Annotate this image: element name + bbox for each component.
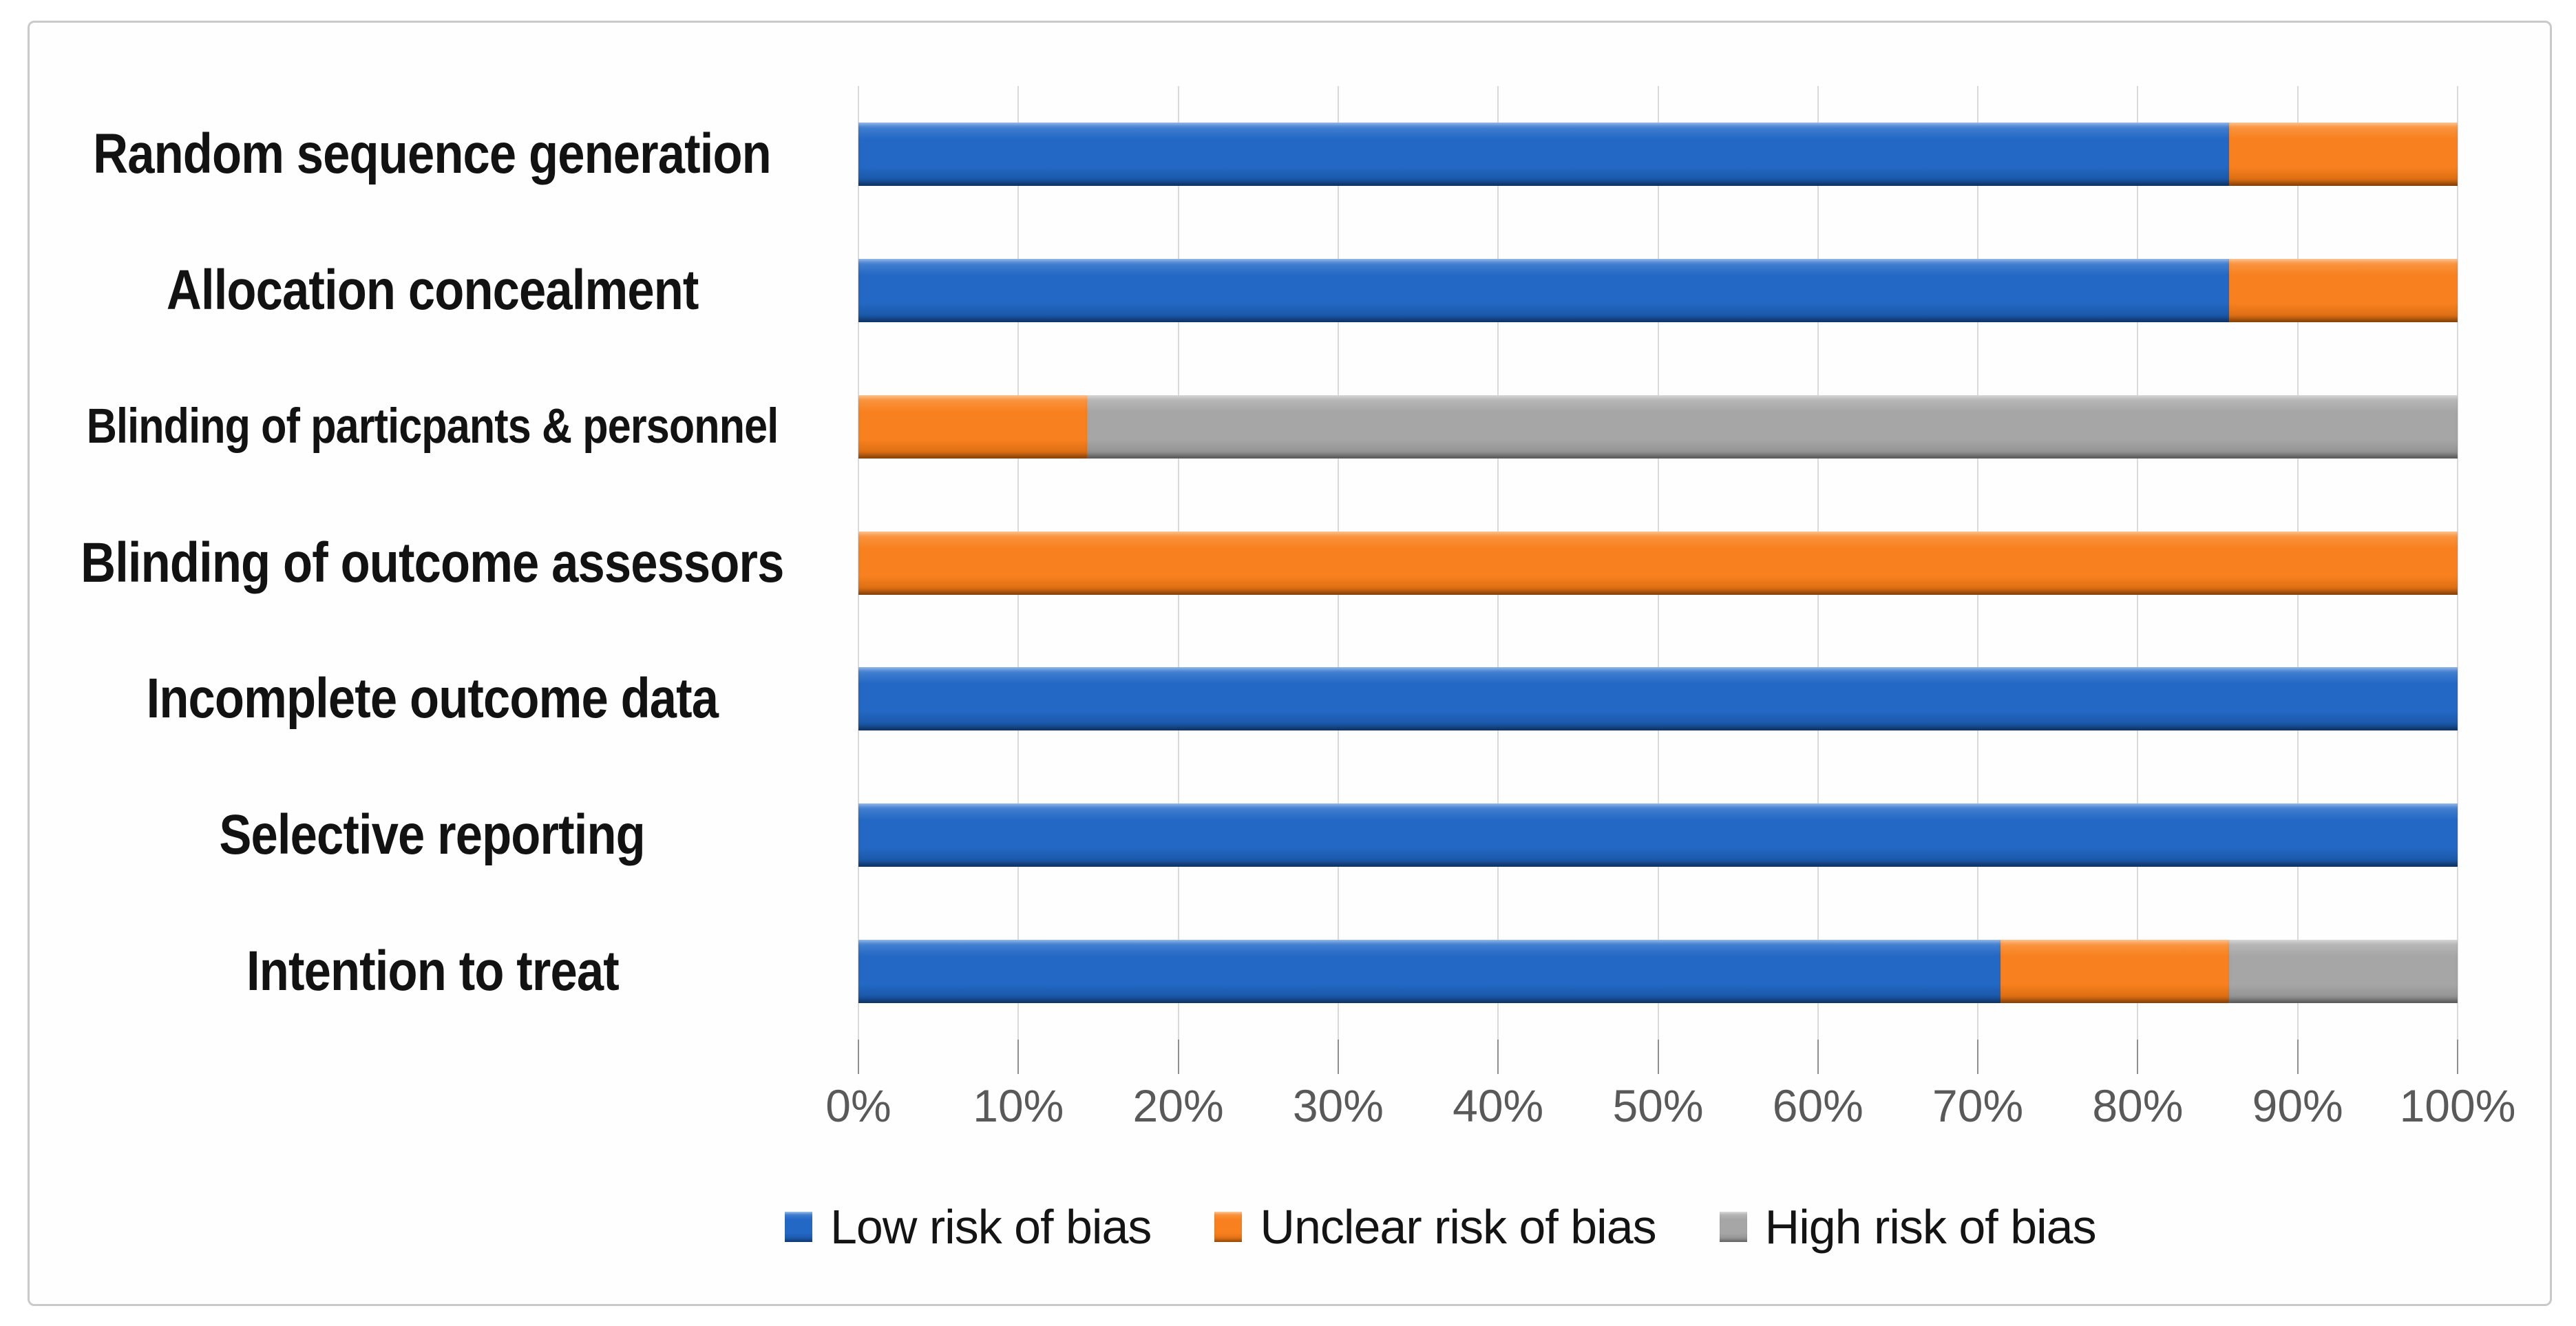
category-label: Blinding of outcome assessors [81,531,784,594]
legend-swatch-low [785,1212,812,1242]
bar-row [858,767,2458,903]
category-label: Allocation concealment [166,258,699,322]
bar-row [858,631,2458,767]
bar-segment-low [858,803,2458,867]
x-tick-label: 60% [1772,1080,1864,1131]
legend-label: Unclear risk of bias [1260,1200,1656,1254]
bar-segment-unclear [2000,940,2229,1004]
bar-segment-low [858,122,2229,186]
x-tick-label: 40% [1453,1080,1544,1131]
bar-track [858,940,2458,1004]
x-tick-label: 70% [1932,1080,2024,1131]
category-label: Incomplete outcome data [146,667,719,730]
x-tick-label: 10% [973,1080,1064,1131]
category-label: Selective reporting [219,803,646,867]
category-label: Blinding of particpants & personnel [86,399,779,454]
gridline [2457,86,2458,1074]
x-tick-label: 90% [2252,1080,2343,1131]
x-tick-label: 80% [2092,1080,2184,1131]
legend-swatch-high [1719,1212,1747,1242]
category-row: Blinding of particpants & personnel [33,359,832,495]
bar-track [858,531,2458,595]
bar-track [858,258,2458,322]
category-row: Allocation concealment [33,222,832,359]
category-label: Intention to treat [246,940,620,1003]
x-tick-label: 50% [1612,1080,1704,1131]
legend-item-high: High risk of bias [1719,1199,2097,1254]
bar-segment-unclear [858,531,2458,595]
bar-track [858,667,2458,731]
bar-segment-unclear [2228,122,2458,186]
legend-item-unclear: Unclear risk of bias [1214,1199,1657,1254]
bar-row [858,903,2458,1040]
bar-track [858,122,2458,186]
category-row: Intention to treat [33,903,832,1040]
category-label: Random sequence generation [93,122,772,185]
bar-segment-unclear [2228,258,2458,322]
x-tick-label: 0% [825,1080,891,1131]
bar-segment-high [2228,940,2458,1004]
bar-row [858,359,2458,495]
x-tick-label: 20% [1132,1080,1224,1131]
legend-item-low: Low risk of bias [785,1199,1152,1254]
bar-row [858,86,2458,222]
plot-area [858,86,2458,1074]
bar-segment-high [1087,394,2458,459]
legend-label: Low risk of bias [830,1200,1152,1254]
legend-label: High risk of bias [1764,1200,2097,1254]
chart-frame [28,21,2552,1306]
bar-segment-low [858,667,2458,731]
category-row: Blinding of outcome assessors [33,495,832,631]
category-row: Incomplete outcome data [33,631,832,767]
category-row: Selective reporting [33,767,832,903]
x-axis: 0% 10% 20% 30% 40% 50% 60% 70% 80% 90% 100% [825,1080,2515,1135]
bar-row [858,495,2458,631]
category-row: Random sequence generation [33,86,832,222]
category-labels: Random sequence generation Allocation con… [33,86,832,1040]
x-tick-label: 100% [2399,1080,2516,1131]
bar-track [858,394,2458,459]
bar-row [858,222,2458,359]
legend: Low risk of bias Unclear risk of bias High… [785,1192,2097,1261]
bar-segment-low [858,940,2000,1004]
bar-segment-unclear [858,394,1088,459]
bar-rows [858,86,2458,1040]
bar-segment-low [858,258,2229,322]
x-tick-label: 30% [1292,1080,1384,1131]
bar-track [858,803,2458,867]
legend-swatch-unclear [1214,1212,1243,1242]
